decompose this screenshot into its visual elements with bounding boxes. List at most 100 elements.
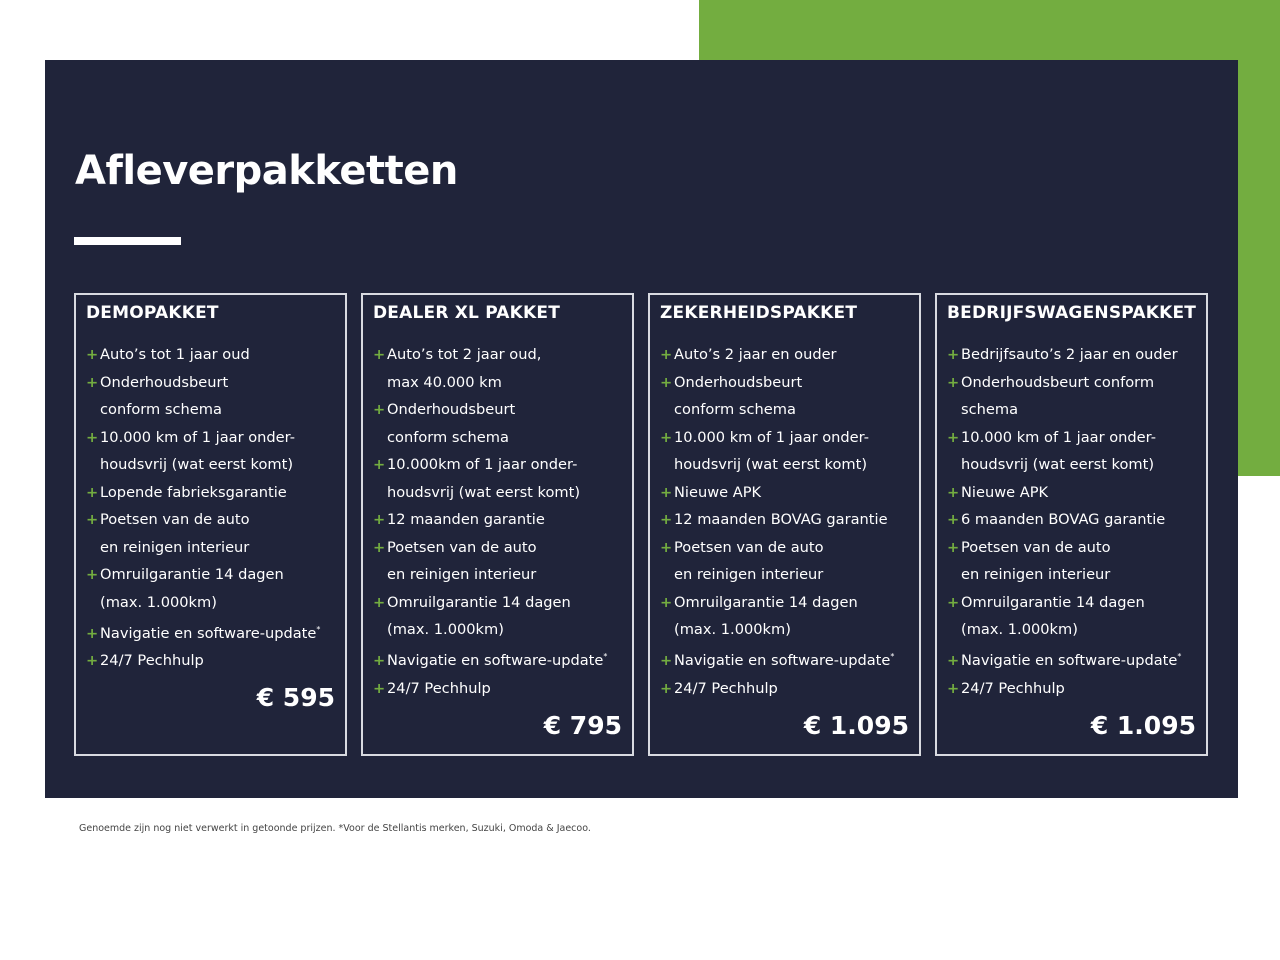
feature-text: Onderhoudsbeurt: [387, 401, 516, 418]
feature-item: + Auto’s tot 1 jaar oud: [86, 341, 320, 369]
plus-icon: +: [947, 346, 960, 363]
feature-item: +12 maanden garantie: [373, 506, 607, 534]
plus-icon: +: [86, 624, 99, 642]
feature-item: + Navigatie en software-update*: [947, 644, 1181, 675]
feature-text: Nieuwe APK: [674, 483, 762, 501]
plus-icon: +: [86, 428, 99, 446]
feature-item: (max. 1.000km): [373, 616, 607, 644]
feature-item: + Bedrijfsauto’s 2 jaar en ouder: [947, 341, 1181, 369]
feature-text: 24/7 Pechhulp: [100, 652, 204, 670]
feature-text: Auto’s tot 1 jaar oud: [100, 346, 250, 363]
feature-item: +24/7 Pechhulp: [86, 647, 320, 675]
plus-icon: +: [947, 679, 960, 697]
feature-item: schema: [947, 396, 1181, 424]
feature-text: Navigatie en software-update*: [100, 624, 321, 642]
plus-icon: +: [86, 566, 99, 583]
package-name: DEMOPAKKET: [86, 303, 219, 323]
feature-item: houdsvrij (wat eerst komt): [86, 451, 320, 479]
feature-text: 10.000 km of 1 jaar onder-: [961, 428, 1156, 446]
feature-item: +6 maanden BOVAG garantie: [947, 506, 1181, 534]
feature-item: + Auto’s tot 2 jaar oud,: [373, 341, 607, 369]
packages-panel: Afleverpakketten DEMOPAKKET + Auto’s tot 1…: [45, 60, 1238, 798]
plus-icon: +: [947, 652, 960, 670]
plus-icon: +: [373, 593, 386, 611]
feature-text: en reinigen interieur: [961, 566, 1111, 583]
plus-icon: +: [86, 483, 99, 501]
feature-text: Onderhoudsbeurt: [674, 373, 803, 391]
feature-text: Poetsen van de auto: [100, 511, 250, 528]
feature-item: + Poetsen van de auto: [86, 506, 320, 534]
plus-icon: +: [947, 373, 960, 391]
feature-item: + Omruilgarantie 14 dagen: [947, 589, 1181, 617]
plus-icon: +: [660, 373, 673, 391]
feature-text: 24/7 Pechhulp: [961, 679, 1065, 697]
feature-item: + Nieuwe APK: [660, 479, 894, 507]
package-price: € 1.095: [1090, 711, 1196, 740]
feature-text: Onderhoudsbeurt: [100, 373, 229, 391]
feature-item: +12 maanden BOVAG garantie: [660, 506, 894, 534]
feature-text: conform schema: [387, 428, 509, 446]
plus-icon: +: [947, 511, 960, 528]
feature-item: houdsvrij (wat eerst komt): [947, 451, 1181, 479]
feature-text: Auto’s tot 2 jaar oud,: [387, 346, 542, 363]
package-name: BEDRIJFSWAGENSPAKKET: [947, 303, 1197, 323]
plus-icon: +: [373, 456, 386, 473]
feature-text: 12 maanden garantie: [387, 511, 545, 528]
package-card: DEMOPAKKET + Auto’s tot 1 jaar oud + Onderho…: [74, 293, 347, 756]
feature-item: conform schema: [86, 396, 320, 424]
feature-item: + Navigatie en software-update*: [373, 644, 607, 675]
title-underline: [74, 237, 181, 245]
feature-item: + Poetsen van de auto: [947, 534, 1181, 562]
feature-text: (max. 1.000km): [387, 621, 504, 638]
feature-item: + Omruilgarantie 14 dagen: [86, 561, 320, 589]
feature-text: Poetsen van de auto: [674, 538, 824, 556]
footnote: Genoemde zijn nog niet verwerkt in getoo…: [79, 823, 591, 834]
feature-text: Omruilgarantie 14 dagen: [674, 593, 858, 611]
feature-text: Navigatie en software-update*: [387, 652, 608, 670]
plus-icon: +: [947, 593, 960, 611]
plus-icon: +: [660, 428, 673, 446]
feature-item: +10.000km of 1 jaar onder-: [373, 451, 607, 479]
feature-text: Poetsen van de auto: [961, 538, 1111, 556]
feature-text: (max. 1.000km): [100, 593, 217, 611]
feature-list: + Auto’s tot 1 jaar oud + Onderhoudsbeurt co…: [86, 341, 320, 675]
plus-icon: +: [86, 652, 99, 670]
package-name: ZEKERHEIDSPAKKET: [660, 303, 858, 323]
feature-item: +24/7 Pechhulp: [660, 675, 894, 703]
feature-text: 10.000 km of 1 jaar onder-: [100, 428, 295, 446]
plus-icon: +: [947, 538, 960, 556]
feature-text: houdsvrij (wat eerst komt): [961, 456, 1155, 473]
plus-icon: +: [660, 483, 673, 501]
plus-icon: +: [373, 679, 386, 697]
package-name: DEALER XL PAKKET: [373, 303, 561, 323]
feature-text: Omruilgarantie 14 dagen: [100, 566, 284, 583]
plus-icon: +: [86, 511, 99, 528]
feature-text: houdsvrij (wat eerst komt): [674, 456, 868, 473]
feature-list: + Bedrijfsauto’s 2 jaar en ouder + Onderhou…: [947, 341, 1181, 702]
plus-icon: +: [660, 652, 673, 670]
feature-item: + Lopende fabrieksgarantie: [86, 479, 320, 507]
package-price: € 595: [256, 683, 335, 712]
feature-text: 24/7 Pechhulp: [387, 679, 491, 697]
feature-item: + Navigatie en software-update*: [86, 616, 320, 647]
feature-item: en reinigen interieur: [947, 561, 1181, 589]
feature-text: en reinigen interieur: [674, 566, 824, 583]
feature-text: Omruilgarantie 14 dagen: [961, 593, 1145, 611]
feature-item: + Onderhoudsbeurt conform: [947, 369, 1181, 397]
feature-item: + Poetsen van de auto: [373, 534, 607, 562]
feature-item: +24/7 Pechhulp: [947, 675, 1181, 703]
feature-item: conform schema: [660, 396, 894, 424]
feature-item: + Nieuwe APK: [947, 479, 1181, 507]
feature-item: + Poetsen van de auto: [660, 534, 894, 562]
feature-text: 10.000 km of 1 jaar onder-: [674, 428, 869, 446]
feature-text: Nieuwe APK: [961, 483, 1049, 501]
feature-text: (max. 1.000km): [961, 621, 1078, 638]
feature-item: + Auto’s 2 jaar en ouder: [660, 341, 894, 369]
feature-text: en reinigen interieur: [387, 566, 537, 583]
feature-text: houdsvrij (wat eerst komt): [100, 456, 294, 473]
plus-icon: +: [947, 483, 960, 501]
feature-text: Bedrijfsauto’s 2 jaar en ouder: [961, 346, 1178, 363]
feature-item: en reinigen interieur: [86, 534, 320, 562]
feature-item: +10.000 km of 1 jaar onder-: [86, 424, 320, 452]
plus-icon: +: [373, 401, 386, 418]
